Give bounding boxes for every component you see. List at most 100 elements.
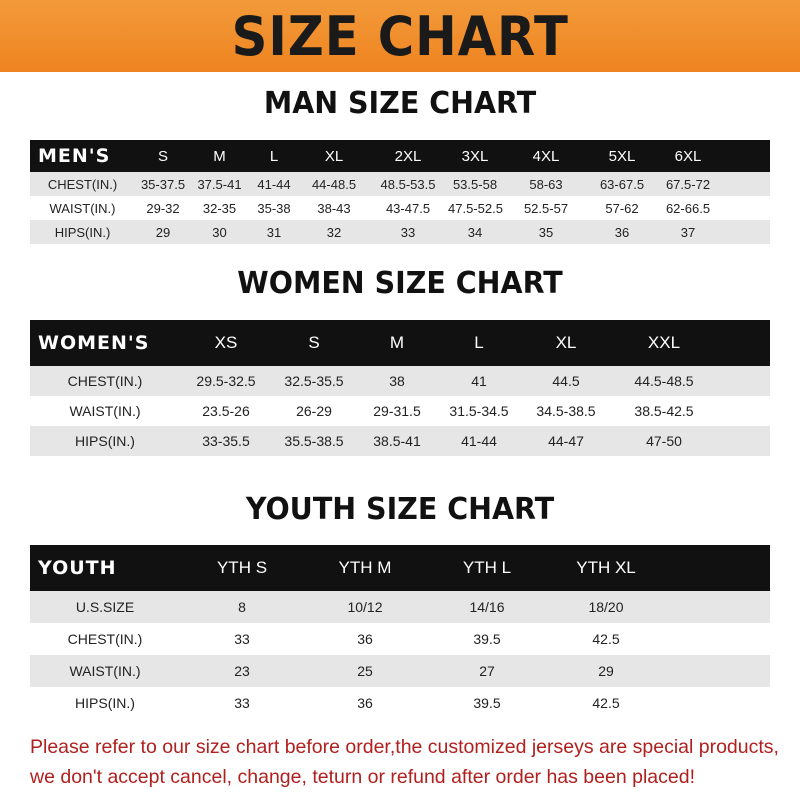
table-cell: 32.5-35.5 (284, 373, 344, 389)
row-label: CHEST(IN.) (67, 631, 143, 647)
table-row: HIPS(IN.) 29 30 31 32 33 34 35 36 37 (30, 220, 770, 244)
table-cell: 29.5-32.5 (196, 373, 256, 389)
table-cell: 18/20 (588, 599, 624, 615)
table-header-row: MEN'S S M L XL 2XL 3XL 4XL 5XL 6XL (30, 140, 770, 172)
table-row: CHEST(IN.) 35-37.5 37.5-41 41-44 44-48.5 48.5… (30, 172, 770, 196)
table-row: WAIST(IN.) 23 25 27 29 (30, 655, 770, 687)
table-cell: 34 (467, 224, 483, 240)
table-cell: 33-35.5 (202, 433, 250, 449)
table-cell: M (389, 333, 405, 352)
table-cell: L (269, 147, 279, 165)
row-label: WAIST(IN.) (69, 403, 141, 419)
table-cell: 32 (326, 224, 342, 240)
table-cell: 31.5-34.5 (449, 403, 509, 419)
table-cell: 25 (357, 663, 373, 679)
table-cell: 48.5-53.5 (380, 176, 436, 192)
table-cell: 4XL (532, 147, 560, 165)
table-cell: 14/16 (469, 599, 505, 615)
youth-title: YOUTH SIZE CHART (245, 492, 555, 527)
banner: SIZE CHART (0, 0, 800, 72)
table-cell: 35-38 (257, 200, 291, 216)
table-header-row: WOMEN'S XS S M L XL XXL (30, 320, 770, 366)
table-cell: 33 (234, 695, 250, 711)
table-cell: 35 (538, 224, 554, 240)
table-cell: 35-37.5 (140, 176, 186, 192)
table-cell: 38.5-42.5 (634, 403, 694, 419)
table-cell: 3XL (461, 147, 489, 165)
row-label: YOUTH (38, 557, 117, 579)
table-cell: 41-44 (461, 433, 497, 449)
table-row: CHEST(IN.) 33 36 39.5 42.5 (30, 623, 770, 655)
policy-note-line1: Please refer to our size chart before or… (30, 736, 779, 758)
row-label: WOMEN'S (38, 332, 150, 354)
table-cell: 44-47 (548, 433, 584, 449)
table-cell: 32-35 (202, 200, 237, 216)
table-cell: 38-43 (317, 200, 351, 216)
table-header-row: YOUTH YTH S YTH M YTH L YTH XL (30, 545, 770, 591)
table-cell: 36 (357, 631, 373, 647)
table-cell: 57-62 (605, 200, 639, 216)
table-cell: 5XL (608, 147, 636, 165)
table-cell: 58-63 (529, 176, 563, 192)
table-cell: 8 (238, 599, 246, 615)
row-label: HIPS(IN.) (54, 224, 111, 240)
table-cell: 36 (614, 224, 630, 240)
table-cell: 26-29 (296, 403, 332, 419)
table-cell: YTH L (462, 558, 512, 577)
table-cell: 38 (389, 373, 405, 389)
row-label: U.S.SIZE (75, 599, 135, 615)
table-cell: 23 (234, 663, 250, 679)
table-cell: 2XL (394, 147, 422, 165)
table-cell: YTH S (216, 558, 268, 577)
table-cell: 41 (471, 373, 487, 389)
men-table: MEN'S S M L XL 2XL 3XL 4XL 5XL 6XL CHEST(IN.) 35-37… (30, 140, 770, 244)
table-cell: 44-48.5 (311, 176, 357, 192)
table-cell: S (308, 333, 320, 352)
table-cell: 33 (234, 631, 250, 647)
table-cell: 47.5-52.5 (448, 200, 503, 216)
table-row: HIPS(IN.) 33 36 39.5 42.5 (30, 687, 770, 719)
table-cell: XL (324, 147, 344, 165)
banner-title: SIZE CHART (231, 4, 569, 68)
table-cell: 23.5-26 (202, 403, 250, 419)
policy-note-line2: we don't accept cancel, change, teturn o… (30, 766, 695, 788)
youth-table: YOUTH YTH S YTH M YTH L YTH XL U.S.SIZE 8 10/12… (30, 545, 770, 719)
men-title: MAN SIZE CHART (263, 86, 537, 121)
table-cell: 38.5-41 (373, 433, 421, 449)
table-cell: XXL (647, 333, 681, 352)
table-cell: 29-32 (146, 200, 180, 216)
row-label: WAIST(IN.) (69, 663, 141, 679)
women-table: WOMEN'S XS S M L XL XXL CHEST(IN.) 29.5-32.5 32.5… (30, 320, 770, 456)
row-label: CHEST(IN.) (47, 176, 118, 192)
table-row: WAIST(IN.) 29-32 32-35 35-38 38-43 43-47.5 47.… (30, 196, 770, 220)
table-cell: 39.5 (473, 695, 501, 711)
row-label: WAIST(IN.) (49, 200, 116, 216)
table-cell: 47-50 (646, 433, 682, 449)
row-label: MEN'S (38, 145, 111, 167)
table-cell: 39.5 (473, 631, 501, 647)
table-cell: 29-31.5 (373, 403, 421, 419)
table-cell: 37.5-41 (197, 176, 242, 192)
table-cell: 44.5-48.5 (634, 373, 694, 389)
table-cell: 29 (155, 224, 171, 240)
table-cell: 44.5 (552, 373, 580, 389)
table-cell: M (213, 147, 226, 165)
table-cell: 63-67.5 (599, 176, 645, 192)
policy-note: Please refer to our size chart before or… (30, 732, 790, 792)
table-cell: 36 (357, 695, 373, 711)
table-cell: 53.5-58 (452, 176, 498, 192)
table-cell: 31 (266, 224, 282, 240)
row-label: HIPS(IN.) (75, 695, 135, 711)
table-cell: 42.5 (592, 631, 620, 647)
table-cell: 52.5-57 (523, 200, 569, 216)
table-row: CHEST(IN.) 29.5-32.5 32.5-35.5 38 41 44.5 44.5… (30, 366, 770, 396)
table-cell: XS (214, 333, 238, 352)
table-cell: 42.5 (592, 695, 620, 711)
table-cell: 43-47.5 (385, 200, 431, 216)
table-cell: YTH XL (576, 558, 636, 577)
table-cell: 10/12 (347, 599, 383, 615)
row-label: HIPS(IN.) (75, 433, 135, 449)
table-cell: L (474, 333, 484, 352)
table-cell: 27 (479, 663, 495, 679)
row-label: CHEST(IN.) (67, 373, 143, 389)
